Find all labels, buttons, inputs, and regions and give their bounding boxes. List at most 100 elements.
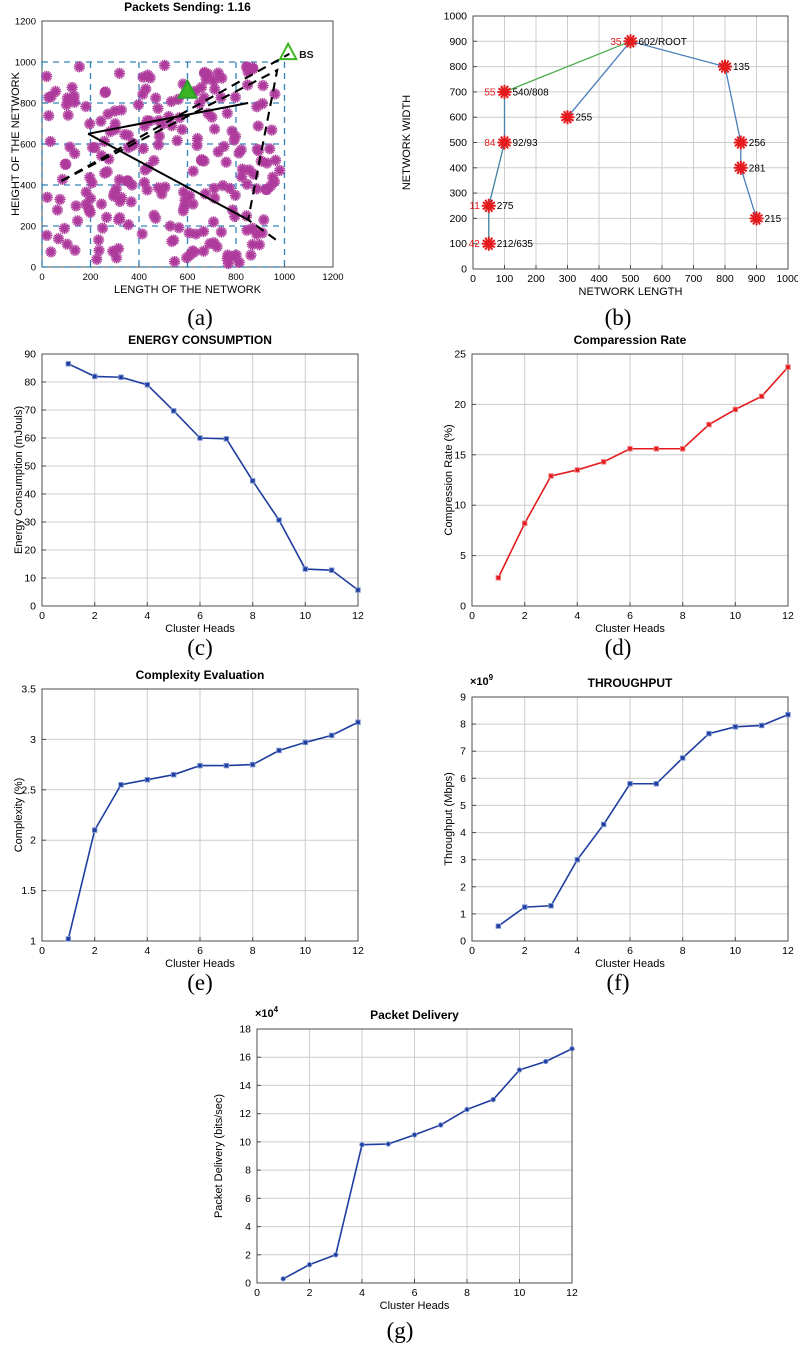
svg-text:6: 6: [627, 610, 633, 622]
svg-text:12: 12: [782, 945, 794, 957]
svg-text:800: 800: [20, 99, 36, 110]
svg-text:12: 12: [782, 610, 794, 622]
svg-text:6: 6: [197, 610, 203, 622]
svg-text:500: 500: [449, 137, 467, 149]
svg-text:600: 600: [449, 112, 467, 124]
svg-text:Cluster Heads: Cluster Heads: [165, 623, 235, 635]
svg-text:Cluster Heads: Cluster Heads: [165, 958, 235, 970]
svg-text:700: 700: [449, 86, 467, 98]
svg-text:10: 10: [454, 500, 466, 512]
svg-text:4: 4: [144, 945, 150, 957]
svg-text:400: 400: [131, 272, 147, 283]
svg-text:10: 10: [299, 945, 311, 957]
svg-text:400: 400: [449, 162, 467, 174]
svg-text:3: 3: [460, 854, 466, 866]
svg-text:1000: 1000: [15, 58, 36, 69]
svg-text:Packet Delivery: Packet Delivery: [370, 1008, 459, 1022]
svg-text:20: 20: [454, 399, 466, 411]
svg-text:4: 4: [574, 945, 580, 957]
svg-text:4: 4: [144, 610, 150, 622]
svg-text:Cluster Heads: Cluster Heads: [595, 623, 665, 635]
svg-text:400: 400: [20, 181, 36, 192]
svg-text:42: 42: [469, 239, 481, 250]
svg-text:0: 0: [469, 610, 475, 622]
svg-text:10: 10: [24, 573, 36, 585]
svg-text:0: 0: [254, 1287, 260, 1299]
svg-text:0: 0: [460, 936, 466, 948]
svg-text:40: 40: [24, 489, 36, 501]
svg-text:275: 275: [497, 201, 514, 212]
svg-text:7: 7: [460, 746, 466, 758]
svg-text:2: 2: [92, 610, 98, 622]
svg-text:900: 900: [748, 273, 766, 285]
svg-text:×109: ×109: [470, 673, 494, 688]
svg-text:100: 100: [449, 238, 467, 250]
svg-text:0: 0: [460, 601, 466, 613]
svg-text:200: 200: [20, 222, 36, 233]
svg-text:1200: 1200: [322, 272, 343, 283]
svg-text:35: 35: [610, 37, 622, 48]
svg-text:0: 0: [31, 263, 36, 274]
svg-text:14: 14: [239, 1080, 251, 1092]
svg-text:92/93: 92/93: [513, 138, 538, 149]
svg-text:BS: BS: [299, 49, 314, 61]
svg-text:6: 6: [627, 945, 633, 957]
svg-text:900: 900: [449, 36, 467, 48]
svg-text:0: 0: [469, 945, 475, 957]
svg-text:20: 20: [24, 545, 36, 557]
svg-text:×104: ×104: [255, 1005, 279, 1020]
svg-text:2: 2: [30, 835, 36, 847]
svg-text:700: 700: [685, 273, 703, 285]
svg-text:6: 6: [245, 1193, 251, 1205]
svg-text:600: 600: [180, 272, 196, 283]
svg-text:200: 200: [449, 213, 467, 225]
svg-text:256: 256: [749, 138, 766, 149]
svg-text:25: 25: [454, 349, 466, 361]
svg-text:8: 8: [245, 1165, 251, 1177]
svg-text:135: 135: [733, 62, 750, 73]
svg-text:600: 600: [653, 273, 671, 285]
svg-text:12: 12: [239, 1108, 251, 1120]
svg-text:1.5: 1.5: [21, 885, 36, 897]
svg-text:2: 2: [522, 610, 528, 622]
svg-text:2: 2: [92, 945, 98, 957]
svg-text:8: 8: [250, 945, 256, 957]
svg-text:70: 70: [24, 405, 36, 417]
svg-text:18: 18: [239, 1024, 251, 1036]
svg-text:0: 0: [39, 272, 44, 283]
svg-text:100: 100: [496, 273, 514, 285]
svg-text:602/ROOT: 602/ROOT: [639, 37, 687, 48]
svg-text:800: 800: [228, 272, 244, 283]
svg-text:215: 215: [765, 214, 782, 225]
svg-text:600: 600: [20, 140, 36, 151]
svg-text:3: 3: [30, 734, 36, 746]
svg-text:6: 6: [412, 1287, 418, 1299]
svg-text:200: 200: [527, 273, 545, 285]
svg-text:30: 30: [24, 517, 36, 529]
svg-text:2: 2: [460, 881, 466, 893]
svg-text:800: 800: [716, 273, 734, 285]
svg-text:0: 0: [470, 273, 476, 285]
svg-text:84: 84: [484, 138, 496, 149]
svg-text:Throughput (Mbps): Throughput (Mbps): [443, 772, 455, 866]
svg-text:90: 90: [24, 349, 36, 361]
svg-text:12: 12: [352, 945, 364, 957]
svg-text:540/808: 540/808: [513, 87, 550, 98]
svg-text:8: 8: [680, 610, 686, 622]
svg-text:LENGTH OF THE NETWORK: LENGTH OF THE NETWORK: [114, 284, 262, 296]
svg-text:4: 4: [460, 827, 466, 839]
svg-text:HEIGHT OF THE NETWORK: HEIGHT OF THE NETWORK: [10, 71, 22, 215]
svg-text:Complexity (%): Complexity (%): [13, 778, 25, 853]
svg-text:Packet Delivery (bits/sec): Packet Delivery (bits/sec): [213, 1094, 225, 1218]
svg-text:Comparession Rate: Comparession Rate: [574, 333, 687, 347]
svg-text:NETWORK LENGTH: NETWORK LENGTH: [579, 286, 683, 298]
svg-text:Cluster Heads: Cluster Heads: [595, 958, 665, 970]
svg-text:12: 12: [352, 610, 364, 622]
svg-text:8: 8: [464, 1287, 470, 1299]
svg-text:10: 10: [729, 945, 741, 957]
svg-text:4: 4: [574, 610, 580, 622]
svg-text:800: 800: [449, 61, 467, 73]
svg-text:8: 8: [250, 610, 256, 622]
svg-text:1000: 1000: [274, 272, 295, 283]
svg-text:11: 11: [469, 201, 480, 212]
